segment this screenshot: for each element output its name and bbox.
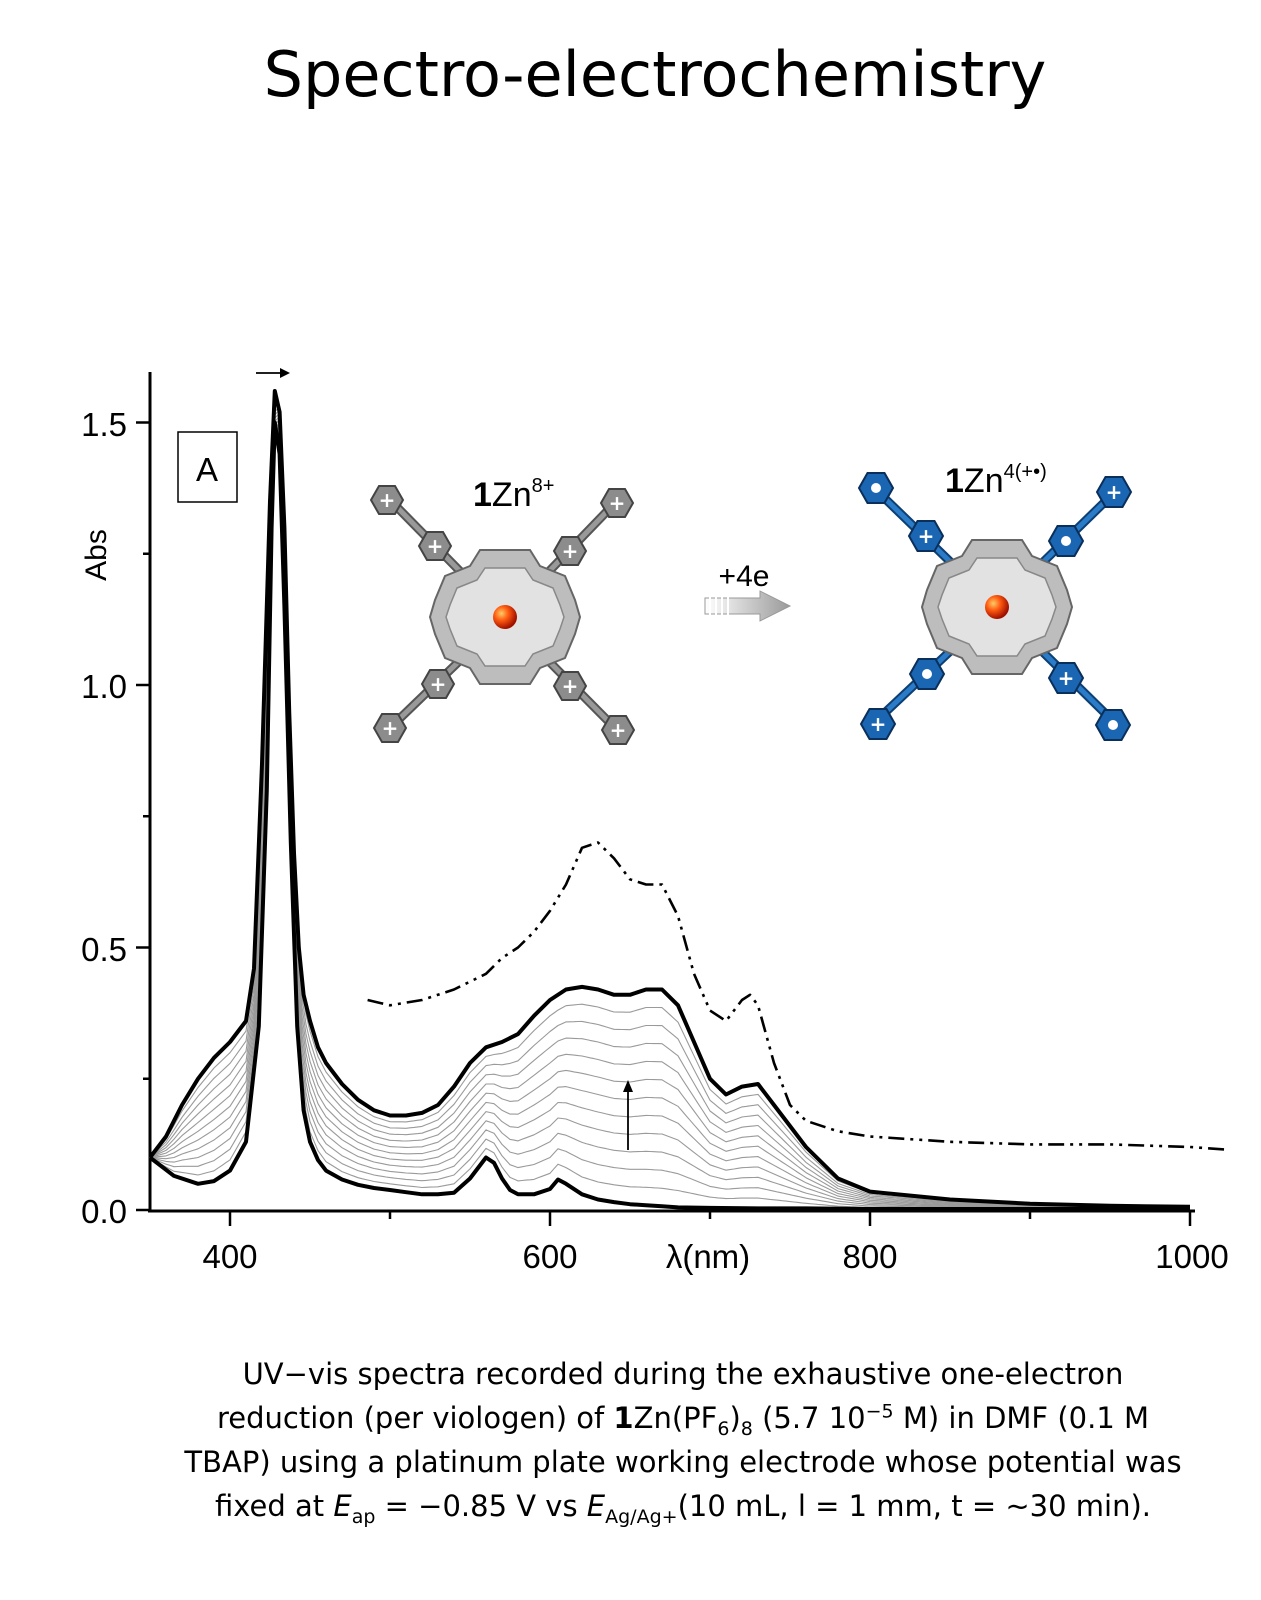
reference-spectrum-dash-dot: [367, 841, 1227, 1151]
molecule-oxidized: + + + + + + + + 1Zn8+: [369, 475, 636, 745]
spectra-curves: [148, 389, 1227, 1211]
intermediate-spectrum: [149, 410, 1190, 1208]
svg-text:+: +: [562, 539, 579, 563]
y-axis-label: Abs: [80, 529, 113, 581]
molecule-reduced-label: 1Zn4(+•): [945, 461, 1047, 500]
panel-label-box: [177, 431, 238, 503]
x-tick-label: 600: [522, 1238, 577, 1275]
svg-text:+: +: [1058, 666, 1075, 690]
initial-spectrum: [148, 420, 1190, 1211]
y-tick-labels: 0.0 0.5 1.0 1.5: [81, 406, 127, 1230]
spectra-chart: 0.0 0.5 1.0 1.5 400 600 800 1000 λ(nm) A…: [80, 368, 1229, 1275]
svg-text:+: +: [562, 674, 579, 698]
electron-count-label: +4e: [719, 560, 770, 593]
y-tick-label: 1.0: [81, 668, 127, 705]
svg-text:+: +: [609, 491, 626, 515]
svg-text:+: +: [382, 716, 399, 740]
x-tick-label: 800: [842, 1238, 897, 1275]
caption-line-1: UV−vis spectra recorded during the exhau…: [242, 1357, 1124, 1391]
molecule-oxidized-label: 1Zn8+: [473, 475, 554, 514]
x-tick-labels: 400 600 800 1000: [202, 1238, 1228, 1275]
svg-text:+: +: [1106, 480, 1123, 504]
caption-line-4: fixed at Eap = −0.85 V vs EAg/Ag+(10 mL,…: [215, 1489, 1151, 1528]
svg-text:+: +: [870, 712, 887, 736]
svg-text:+: +: [610, 718, 627, 742]
intermediate-spectrum: [149, 433, 1190, 1209]
increase-arrow: [623, 1080, 633, 1150]
figure-caption: UV−vis spectra recorded during the exhau…: [150, 1352, 1216, 1528]
svg-text:+: +: [427, 534, 444, 558]
x-tick-label: 400: [202, 1238, 257, 1275]
y-tick-label: 0.0: [81, 1193, 127, 1230]
blue-viologen-rings: + + + +: [857, 472, 1133, 741]
caption-line-3: TBAP) using a platinum plate working ele…: [184, 1445, 1182, 1479]
molecule-reduced: + + + + 1Zn4(+•): [857, 461, 1133, 741]
x-axis-label: λ(nm): [666, 1238, 750, 1275]
grey-viologen-rings: + + + + + + + +: [369, 485, 636, 745]
shift-arrow: [256, 368, 290, 378]
y-tick-label: 0.5: [81, 931, 127, 968]
tick-marks: [136, 421, 1192, 1226]
svg-text:+: +: [430, 672, 447, 696]
caption-line-2: reduction (per viologen) of 1Zn(PF6)8 (5…: [216, 1400, 1150, 1440]
slide-title: Spectro-electrochemistry: [263, 38, 1047, 111]
reduction-arrow: +4e: [704, 560, 792, 622]
panel-label: A: [196, 451, 218, 488]
svg-text:+: +: [379, 488, 396, 512]
y-tick-label: 1.5: [81, 406, 127, 443]
svg-text:+: +: [918, 524, 935, 548]
x-tick-label: 1000: [1155, 1238, 1228, 1275]
intermediate-spectrum: [149, 407, 1190, 1208]
axes: [148, 372, 1195, 1213]
final-spectrum: [148, 389, 1191, 1209]
